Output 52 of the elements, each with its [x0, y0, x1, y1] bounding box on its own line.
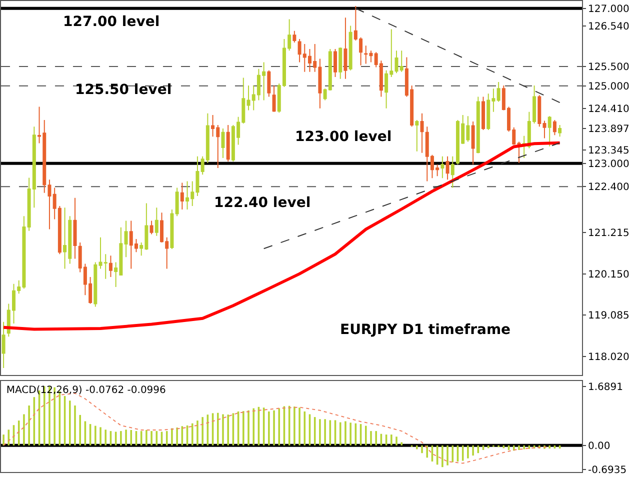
candlestick [108, 255, 112, 278]
ref-line-label: 125.50 level [75, 82, 172, 98]
candlestick [221, 128, 225, 158]
candlestick [476, 96, 480, 154]
candlestick [338, 47, 342, 80]
y-tick-label: -0.6935 [588, 465, 627, 476]
candlestick [170, 209, 174, 250]
ref-line-label: 127.00 level [63, 14, 160, 30]
y-tick-label: 122.400 [588, 182, 630, 194]
candlestick [154, 207, 158, 236]
y-tick-label: 126.540 [588, 22, 630, 33]
y-tick-label: 123.345 [588, 146, 630, 157]
annotation: EURJPY D1 timeframe [340, 322, 511, 338]
candlestick [446, 156, 450, 180]
candlestick [226, 124, 230, 162]
candlestick [272, 84, 276, 112]
candlestick [496, 82, 500, 102]
candlestick [415, 119, 419, 152]
y-tick-label: 120.150 [588, 269, 630, 280]
y-tick-label: 127.000 [588, 4, 630, 15]
candlestick [471, 121, 475, 166]
y-tick-label: 0.00 [588, 440, 610, 452]
candlestick [73, 197, 77, 260]
candlestick [450, 156, 454, 188]
candlestick [344, 17, 348, 80]
candlestick [420, 112, 424, 154]
candlestick [558, 124, 562, 138]
candlestick [150, 220, 154, 235]
y-tick-label: 121.215 [588, 228, 630, 240]
ref-line-label: 122.40 level [214, 195, 311, 211]
candlestick [482, 96, 485, 131]
candlestick [124, 220, 128, 258]
y-tick-label: 1.6891 [588, 382, 623, 393]
candlestick [548, 116, 552, 147]
y-tick-label: 123.000 [588, 158, 630, 170]
y-tick-label: 123.897 [588, 124, 630, 136]
y-tick-label: 119.085 [588, 310, 630, 322]
candlestick [292, 30, 296, 43]
candlestick [552, 119, 556, 136]
candlestick [267, 70, 271, 98]
candlestick [440, 156, 444, 179]
y-tick-label: 124.410 [588, 104, 630, 116]
candlestick [180, 182, 184, 210]
candlestick [94, 262, 98, 308]
candlestick [2, 321, 6, 369]
y-tick-label: 118.020 [588, 352, 630, 363]
candlestick [334, 48, 338, 78]
ref-line-label: 123.00 level [295, 129, 392, 145]
y-tick-label: 125.500 [588, 62, 630, 73]
candlestick [175, 187, 179, 217]
candlestick [348, 25, 352, 71]
y-tick-label: 125.000 [588, 81, 630, 92]
